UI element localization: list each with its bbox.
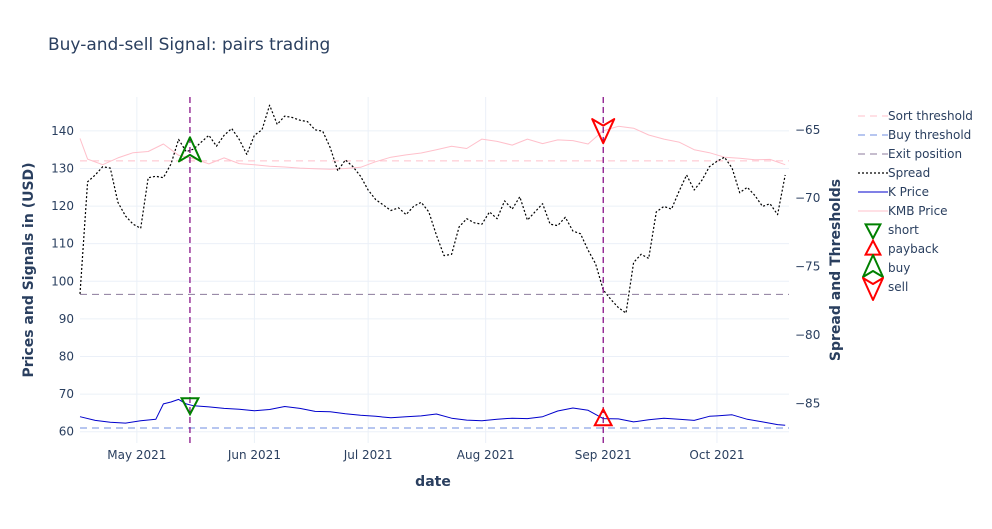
y-tick-label-left: 130	[51, 161, 74, 175]
legend-item-payback: payback	[863, 238, 939, 256]
sell-marker	[591, 118, 616, 145]
y-axis-label-right: Spread and Thresholds	[828, 179, 844, 361]
legend-item-short: short	[863, 223, 919, 241]
y-tick-label-right: −75	[795, 260, 820, 274]
axes: 60 70 80 90 100 110 120 130 140 May 2021 Jun 2021 J…	[51, 123, 820, 462]
threshold-lines	[80, 160, 789, 429]
kmb-price-line	[79, 125, 786, 170]
legend-item-exit: Exit position	[858, 147, 962, 161]
x-tick-label: Jul 2021	[343, 448, 393, 462]
buy-marker	[177, 136, 202, 163]
x-tick-label: Aug 2021	[457, 448, 515, 462]
x-tick-label: Jun 2021	[227, 448, 281, 462]
y-tick-label-left: 60	[59, 425, 74, 439]
y-tick-label-left: 110	[51, 237, 74, 251]
series-layer	[79, 104, 786, 426]
legend-item-kmb: KMB Price	[858, 204, 948, 218]
legend-label: Buy threshold	[888, 128, 971, 142]
x-tick-label: Oct 2021	[689, 448, 744, 462]
legend-item-sell_sig: sell	[862, 277, 908, 301]
y-tick-label-left: 80	[59, 350, 74, 364]
y-tick-label-right: −70	[795, 191, 820, 205]
spread-line	[79, 104, 786, 314]
y-tick-label-right: −65	[795, 123, 820, 137]
legend-label: Exit position	[888, 147, 962, 161]
legend-item-sort: Sort threshold	[858, 109, 973, 123]
legend-item-buy_sig: buy	[862, 254, 910, 278]
y-tick-label-left: 140	[51, 124, 74, 138]
legend-item-k: K Price	[858, 185, 929, 199]
x-tick-label: Sep 2021	[575, 448, 632, 462]
legend-label: short	[888, 223, 919, 237]
legend-item-spread: Spread	[858, 166, 930, 180]
y-tick-label-left: 90	[59, 312, 74, 326]
legend-swatch-sell_sig	[862, 277, 884, 301]
legend-item-buy_thr: Buy threshold	[858, 128, 971, 142]
chart-title: Buy-and-sell Signal: pairs trading	[48, 35, 330, 55]
legend-label: KMB Price	[888, 204, 948, 218]
signal-layer	[177, 97, 616, 443]
y-tick-label-right: −80	[795, 328, 820, 342]
legend-label: buy	[888, 261, 910, 275]
legend-swatch-short	[863, 223, 883, 241]
legend-label: Spread	[888, 166, 930, 180]
y-tick-label-right: −85	[795, 396, 820, 410]
x-axis-label: date	[415, 474, 451, 490]
legend-label: payback	[888, 242, 939, 256]
legend: Sort threshold Buy threshold Exit position…	[858, 109, 973, 301]
payback-marker	[593, 407, 614, 427]
k-price-line	[79, 398, 786, 426]
x-tick-label: May 2021	[107, 448, 166, 462]
short-marker	[179, 397, 201, 417]
y-tick-label-left: 120	[51, 199, 74, 213]
y-tick-label-left: 100	[51, 274, 74, 288]
gridlines	[80, 97, 789, 443]
legend-label: sell	[888, 280, 908, 294]
legend-swatch-buy_sig	[862, 254, 884, 278]
y-tick-label-left: 70	[59, 387, 74, 401]
y-axis-label-left: Prices and Signals in (USD)	[21, 162, 37, 377]
legend-label: K Price	[888, 185, 929, 199]
legend-label: Sort threshold	[888, 109, 973, 123]
legend-swatch-payback	[863, 238, 883, 256]
